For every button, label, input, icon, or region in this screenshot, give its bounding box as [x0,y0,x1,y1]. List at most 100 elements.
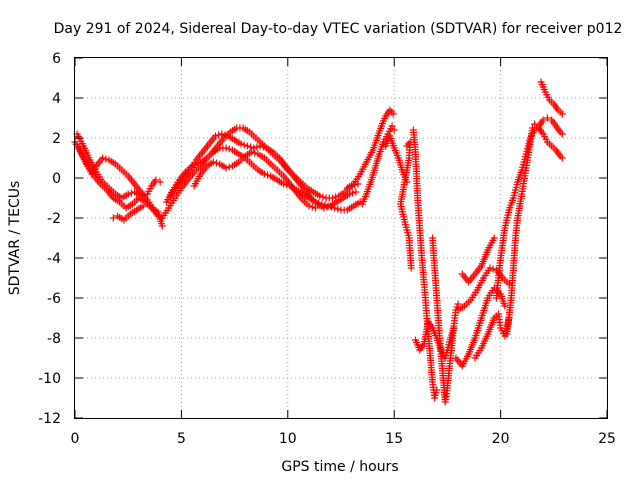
data-point [334,205,342,213]
data-point [215,131,223,139]
series-track-15 [411,318,458,362]
series-track-8 [190,148,319,212]
data-point [264,171,272,179]
data-point [311,204,319,212]
data-point [543,114,551,122]
data-point [251,149,259,157]
data-point [243,142,251,150]
y-tick-label: 6 [52,51,61,67]
chart-title: Day 291 of 2024, Sidereal Day-to-day VTE… [54,21,623,37]
x-tick-label: 10 [279,431,297,447]
data-point [332,193,340,201]
data-point [454,300,462,308]
series-track-14 [429,234,462,406]
series-track-13 [409,126,441,402]
data-point [211,132,219,140]
data-point [539,116,547,124]
data-point [256,142,264,150]
data-point [158,222,166,230]
data-point [240,141,248,149]
data-point [99,154,107,162]
data-point [280,180,288,188]
data-point [221,131,229,139]
data-point [486,264,494,272]
data-point [260,170,268,178]
data-point [433,386,441,394]
data-point [225,145,233,153]
x-tick-label: 5 [177,431,186,447]
x-tick-label: 20 [492,431,510,447]
x-tick-label: 0 [71,431,80,447]
data-point [558,110,566,118]
data-point [346,190,354,198]
data-point [225,163,233,171]
y-tick-label: -8 [47,331,61,347]
plot-frame [74,57,608,419]
data-point [248,148,256,156]
y-tick-label: 2 [52,131,61,147]
data-point [388,122,396,130]
y-tick-label: 0 [52,171,61,187]
y-tick-label: 4 [52,91,61,107]
x-tick-labels: 0 5 10 15 20 25 [71,431,616,447]
data-point [247,143,255,151]
y-tick-label: -10 [38,371,61,387]
series-track-21 [492,114,566,302]
data-point [139,202,147,210]
series-track-5 [158,144,364,222]
data-series [71,78,566,406]
data-point [156,178,164,186]
data-point [489,265,497,273]
series-track-4 [109,202,147,224]
data-point [352,188,360,196]
x-tick-label: 25 [598,431,616,447]
data-point [389,110,397,118]
data-point [558,154,566,162]
series-track-18 [458,234,498,286]
grid-lines [75,58,607,418]
series-track-12 [397,138,415,272]
series-track-23 [537,78,566,118]
data-point [209,158,217,166]
y-tick-label: -6 [47,291,61,307]
data-point [152,176,160,184]
data-point [222,144,230,152]
y-axis-label: SDTVAR / TECUs [7,181,23,296]
data-point [390,126,398,134]
y-tick-label: -2 [47,211,61,227]
series-track-3 [75,144,162,220]
data-point [102,155,110,163]
y-tick-label: -12 [38,411,61,427]
data-point [109,214,117,222]
data-point [450,324,458,332]
data-point [490,234,498,242]
data-point [218,130,226,138]
series-track-7 [167,130,360,212]
data-point [250,144,258,152]
data-point [505,280,513,288]
data-point [316,192,324,200]
axis-ticks [74,57,608,419]
series-track-20 [503,120,539,338]
data-point [349,189,357,197]
data-point [328,194,336,202]
data-point [154,212,162,220]
data-point [308,203,316,211]
data-point [558,130,566,138]
y-tick-labels: -12 -10 -8 -6 -4 -2 0 2 4 6 [38,51,61,427]
data-point [320,204,328,212]
data-point [319,193,327,201]
data-point [213,159,221,167]
series-track-22 [535,124,566,162]
data-point [305,202,313,210]
data-point [501,302,509,310]
x-axis-label: GPS time / hours [281,459,398,475]
data-point [259,143,267,151]
data-point [323,203,331,211]
series-track-1 [71,138,166,230]
y-tick-label: -4 [47,251,61,267]
x-tick-label: 15 [385,431,403,447]
data-point [222,164,230,172]
series-track-9 [343,106,397,192]
